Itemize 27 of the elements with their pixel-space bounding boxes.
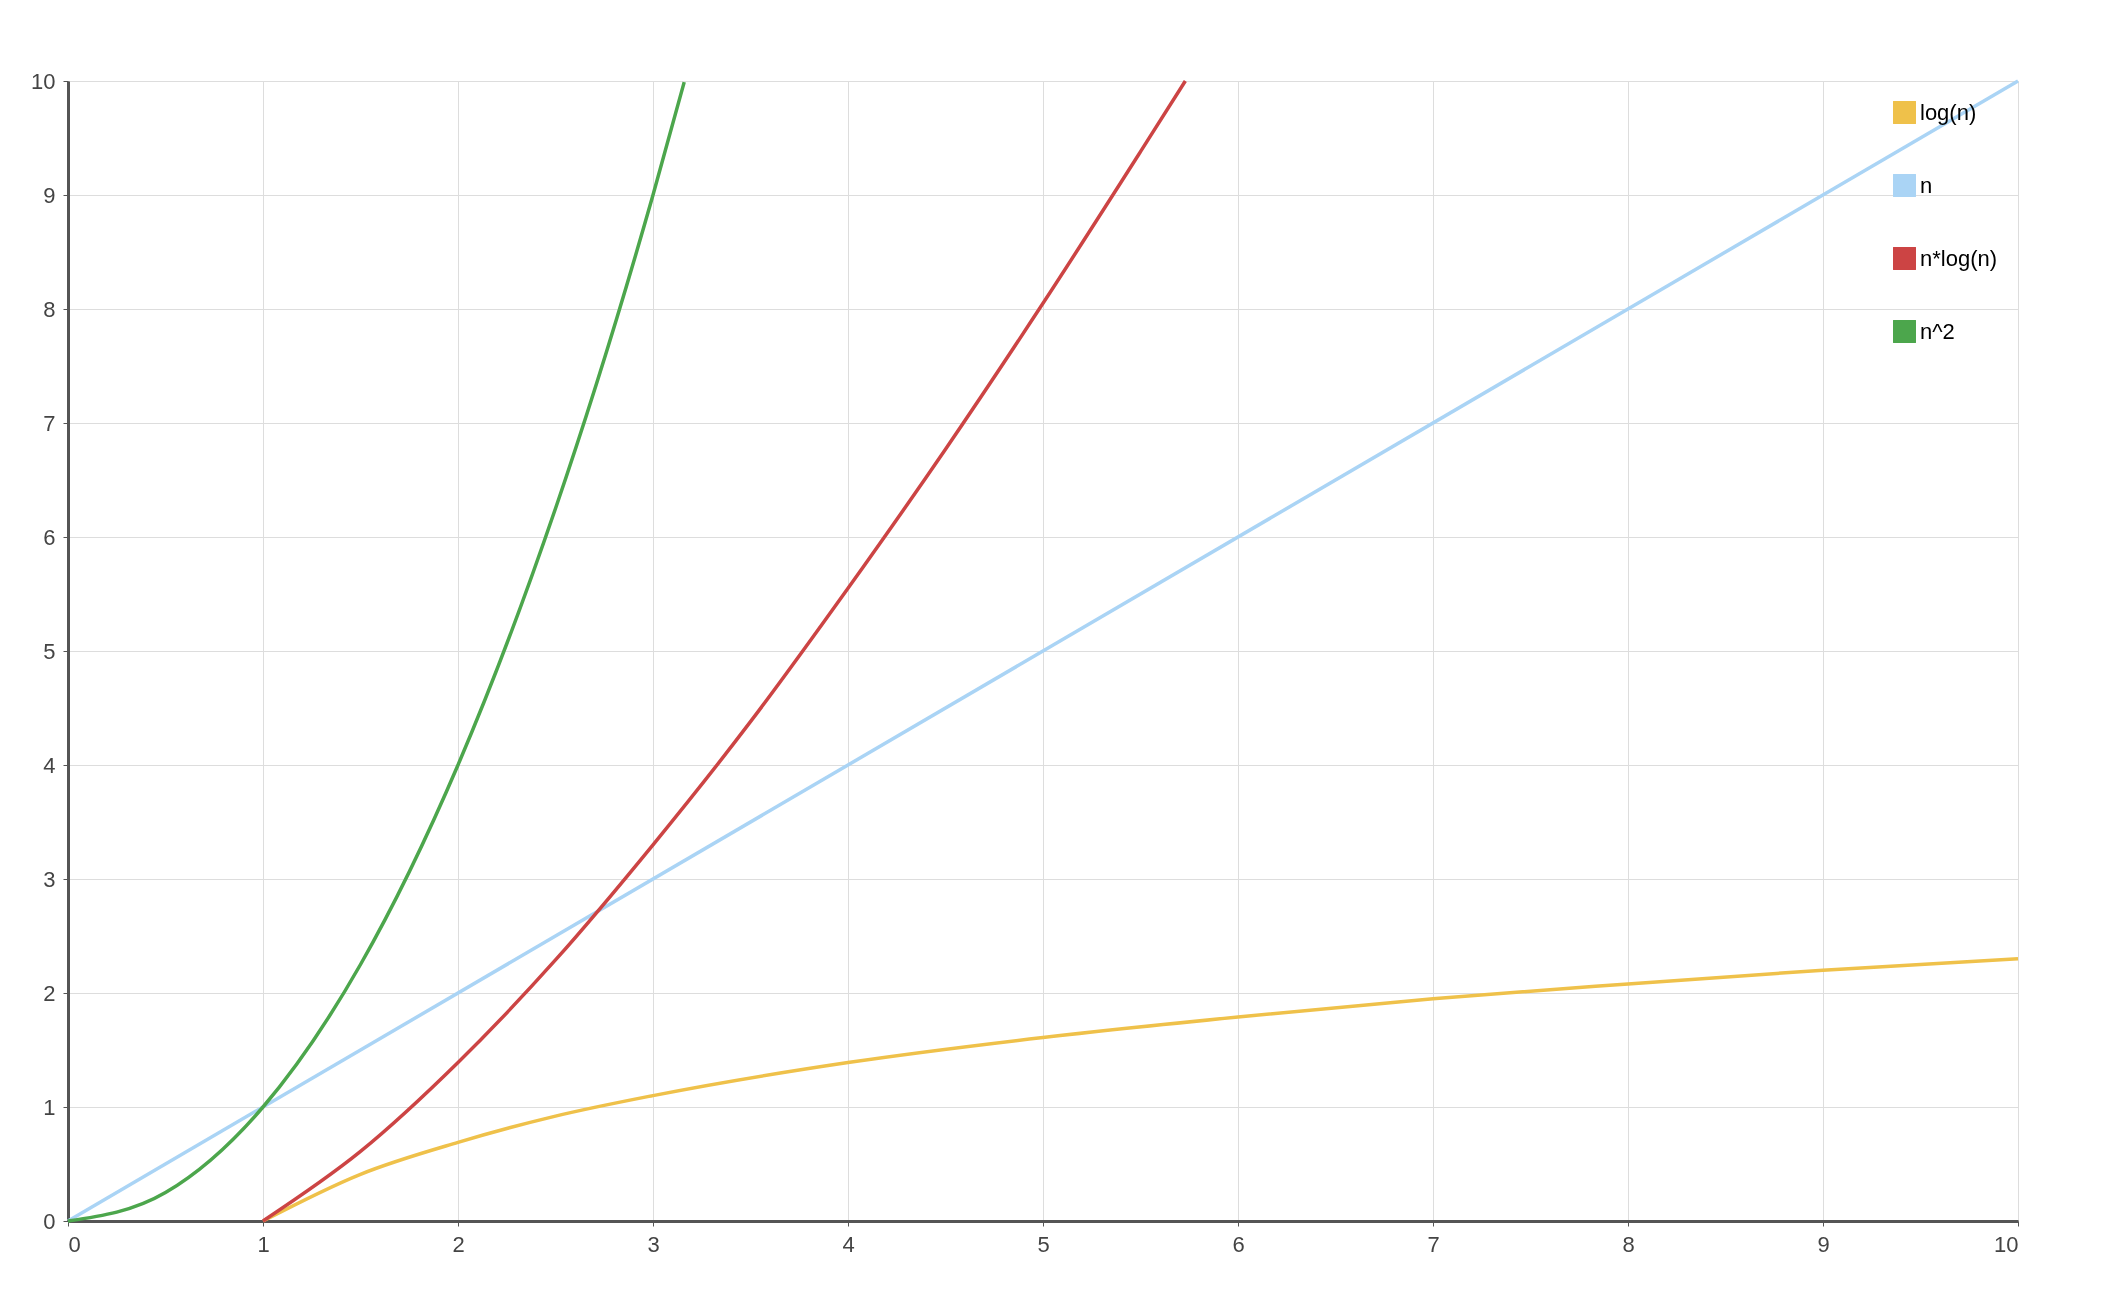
y-tick-label: 4 bbox=[43, 752, 56, 778]
line-series bbox=[261, 79, 1188, 1223]
legend-label: n^2 bbox=[1920, 318, 1955, 344]
x-tick-label: 10 bbox=[1994, 1231, 2019, 1257]
legend-label: log(n) bbox=[1920, 99, 1977, 125]
y-tick-label: 3 bbox=[43, 866, 56, 892]
x-tick-label: 6 bbox=[1232, 1231, 1245, 1257]
y-tick-label: 7 bbox=[43, 410, 56, 436]
y-tick-label: 9 bbox=[43, 182, 56, 208]
x-tick-label: 0 bbox=[68, 1231, 81, 1257]
x-tick-label: 2 bbox=[452, 1231, 465, 1257]
y-tick-label: 8 bbox=[43, 296, 56, 322]
x-tick-label: 9 bbox=[1817, 1231, 1830, 1257]
y-tick-label: 10 bbox=[31, 68, 56, 94]
y-tick-label: 2 bbox=[43, 980, 56, 1006]
legend-label: n bbox=[1920, 172, 1933, 198]
y-tick-label: 5 bbox=[43, 638, 56, 664]
x-tick-label: 1 bbox=[257, 1231, 270, 1257]
x-tick-label: 8 bbox=[1622, 1231, 1635, 1257]
y-tick-label: 1 bbox=[43, 1094, 56, 1120]
x-tick-label: 7 bbox=[1427, 1231, 1440, 1257]
y-tick-label: 0 bbox=[43, 1208, 56, 1234]
legend-label: n*log(n) bbox=[1920, 245, 1998, 271]
x-tick-label: 3 bbox=[647, 1231, 660, 1257]
y-tick-label: 6 bbox=[43, 524, 56, 550]
x-tick-label: 5 bbox=[1037, 1231, 1050, 1257]
x-tick-label: 4 bbox=[842, 1231, 855, 1257]
